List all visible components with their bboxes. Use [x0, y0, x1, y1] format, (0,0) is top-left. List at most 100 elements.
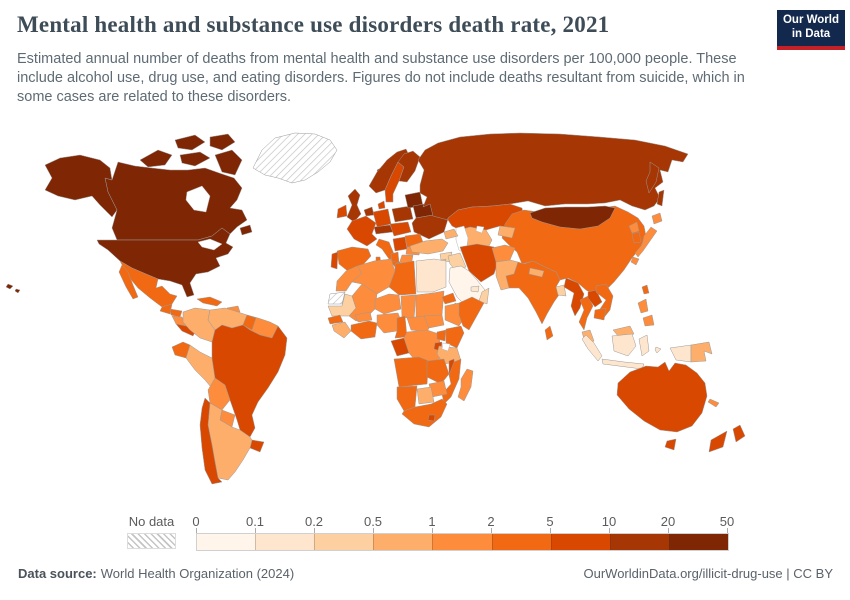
country-egypt[interactable]	[415, 258, 447, 293]
country-czech-slovakia-hungary[interactable]	[389, 221, 412, 237]
country-cambodia[interactable]	[593, 307, 607, 321]
country-nigeria[interactable]	[376, 312, 401, 334]
legend-tick-mark	[196, 528, 197, 533]
country-caucasus[interactable]	[443, 228, 459, 240]
country-portugal[interactable]	[330, 251, 339, 270]
country-eritrea[interactable]	[441, 292, 457, 305]
country-tunisia[interactable]	[390, 251, 400, 264]
country-lesotho[interactable]	[427, 414, 436, 422]
country-kenya[interactable]	[445, 325, 465, 349]
legend-tick-mark	[432, 528, 433, 533]
legend-no-data-swatch[interactable]	[127, 533, 176, 549]
country-chile[interactable]	[199, 397, 223, 485]
country-mexico[interactable]	[119, 260, 178, 308]
country-algeria[interactable]	[351, 258, 396, 295]
country-cuba[interactable]	[196, 296, 223, 307]
legend-bin-2-5[interactable]	[491, 534, 551, 550]
country-mongolia[interactable]	[529, 205, 616, 230]
country-sudan[interactable]	[415, 290, 445, 320]
country-ghana-ivory-coast[interactable]	[350, 320, 378, 340]
country-benelux[interactable]	[363, 206, 375, 217]
country-russia[interactable]	[417, 132, 689, 221]
country-burkina-faso[interactable]	[354, 311, 373, 323]
owid-logo-line1: Our World	[782, 14, 839, 26]
country-papua-new-guinea[interactable]	[690, 341, 713, 363]
country-uganda[interactable]	[436, 329, 447, 342]
country-taiwan[interactable]	[641, 284, 650, 295]
legend-bar	[196, 533, 729, 551]
legend-tick-mark	[373, 528, 374, 533]
legend-tick-mark	[550, 528, 551, 533]
country-kyrgyzstan-tajikistan[interactable]	[497, 225, 516, 239]
country-guatemala[interactable]	[159, 303, 173, 315]
country-north-korea[interactable]	[628, 221, 640, 234]
country-poland[interactable]	[391, 205, 414, 223]
country-united-kingdom[interactable]	[346, 188, 362, 223]
legend-bin-5-10[interactable]	[550, 534, 610, 550]
legend-bin-0-0.1[interactable]	[197, 534, 256, 550]
country-denmark[interactable]	[377, 200, 386, 210]
country-botswana[interactable]	[416, 386, 435, 405]
legend-bin-10-20[interactable]	[609, 534, 669, 550]
country-iran[interactable]	[459, 243, 500, 283]
country-turkey[interactable]	[409, 238, 449, 255]
legend-tick-5: 5	[546, 514, 554, 529]
legend-tick-1: 1	[428, 514, 436, 529]
legend-bin-0.5-1[interactable]	[373, 534, 433, 550]
country-uruguay[interactable]	[249, 439, 265, 453]
country-niger[interactable]	[374, 293, 402, 315]
legend-tick-mark	[314, 528, 315, 533]
country-guyana[interactable]	[242, 314, 257, 331]
country-ireland[interactable]	[336, 204, 348, 219]
country-australia[interactable]	[616, 361, 708, 433]
country-somalia[interactable]	[458, 296, 485, 331]
legend-tick-mark	[609, 528, 610, 533]
data-source-value: World Health Organization (2024)	[100, 566, 295, 581]
country-finland[interactable]	[397, 150, 421, 183]
country-sri-lanka[interactable]	[544, 325, 554, 341]
legend-tick-0.1: 0.1	[245, 514, 265, 529]
page-title: Mental health and substance use disorder…	[17, 12, 610, 37]
country-united-states[interactable]	[5, 154, 234, 298]
country-philippines[interactable]	[637, 298, 655, 327]
footer-url-license[interactable]: OurWorldinData.org/illicit-drug-use | CC…	[583, 566, 834, 581]
country-guinea-coast[interactable]	[331, 321, 352, 339]
country-afghanistan[interactable]	[491, 244, 516, 263]
chart-subtitle: Estimated annual number of deaths from m…	[17, 51, 745, 105]
country-western-sahara[interactable]	[327, 291, 346, 305]
country-south-sudan[interactable]	[423, 314, 445, 329]
country-canada[interactable]	[104, 133, 253, 241]
country-new-zealand[interactable]	[708, 424, 746, 453]
legend-bin-0.1-0.2[interactable]	[255, 534, 315, 550]
country-oman[interactable]	[478, 287, 490, 305]
country-balkans[interactable]	[392, 236, 408, 252]
country-spain[interactable]	[336, 246, 372, 273]
country-gulf-states[interactable]	[470, 285, 480, 293]
country-bangladesh[interactable]	[555, 284, 567, 297]
country-france[interactable]	[346, 215, 378, 247]
legend-tick-0: 0	[192, 514, 200, 529]
country-greenland[interactable]	[252, 132, 338, 184]
legend-bin-0.2-0.5[interactable]	[314, 534, 374, 550]
legend-bin-20-50[interactable]	[668, 534, 728, 550]
country-senegal[interactable]	[327, 314, 344, 325]
country-myanmar[interactable]	[563, 277, 585, 317]
legend-bin-1-2[interactable]	[432, 534, 492, 550]
country-new-caledonia[interactable]	[707, 398, 720, 408]
country-madagascar[interactable]	[457, 368, 474, 402]
legend-tick-0.2: 0.2	[304, 514, 324, 529]
legend-no-data-label: No data	[128, 514, 175, 529]
owid-logo[interactable]: Our World in Data	[777, 10, 845, 50]
country-zambia[interactable]	[426, 358, 450, 385]
country-south-africa[interactable]	[401, 398, 448, 428]
country-chad[interactable]	[400, 294, 417, 320]
country-cameroon[interactable]	[394, 315, 408, 339]
country-nepal[interactable]	[528, 267, 545, 278]
map-legend: No data 0 0.1 0.2 0.5 1 2 5 10 20 50	[0, 513, 850, 553]
country-honduras[interactable]	[169, 308, 183, 318]
country-south-korea[interactable]	[631, 231, 642, 244]
country-japan[interactable]	[630, 212, 663, 266]
country-laos[interactable]	[587, 289, 603, 308]
legend-tick-20: 20	[660, 514, 676, 529]
country-angola[interactable]	[393, 356, 430, 388]
